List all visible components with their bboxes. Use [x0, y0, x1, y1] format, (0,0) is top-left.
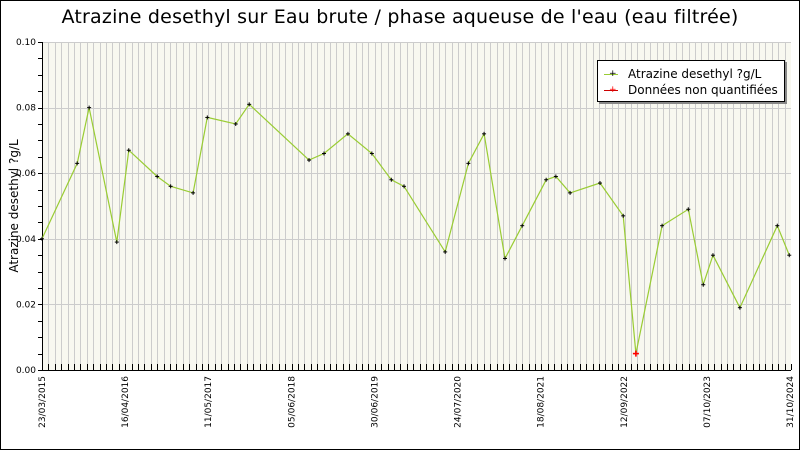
data-point	[389, 177, 394, 182]
svg-text:11/05/2017: 11/05/2017	[204, 376, 214, 428]
data-point	[233, 122, 238, 126]
legend-item-series: + Atrazine desethyl ?g/L	[604, 66, 761, 82]
chart-title: Atrazine desethyl sur Eau brute / phase …	[61, 6, 739, 28]
data-point	[369, 151, 374, 156]
legend-item-non-quantified: + Données non quantifiées	[604, 82, 778, 98]
svg-text:30/06/2019: 30/06/2019	[370, 376, 380, 428]
data-point	[247, 102, 252, 107]
data-point	[75, 161, 80, 166]
data-point	[87, 105, 92, 110]
data-point	[503, 256, 508, 261]
svg-text:12/09/2022: 12/09/2022	[620, 376, 630, 428]
data-point	[466, 161, 471, 166]
data-point	[168, 184, 173, 189]
svg-text:0.10: 0.10	[16, 38, 36, 48]
y-tick-labels: 0.00 0.02 0.04 0.06 0.08 0.10	[16, 38, 36, 376]
data-point	[114, 240, 119, 245]
svg-text:16/04/2016: 16/04/2016	[121, 376, 131, 428]
data-point	[520, 223, 525, 228]
svg-text:23/03/2015: 23/03/2015	[38, 376, 48, 428]
data-point	[568, 190, 573, 195]
data-point	[402, 184, 407, 189]
non-quantified-point	[632, 350, 639, 357]
svg-text:07/10/2023: 07/10/2023	[703, 376, 713, 428]
data-point	[443, 249, 448, 254]
data-point	[737, 305, 742, 310]
data-point-markers	[40, 102, 792, 357]
svg-text:0.04: 0.04	[16, 235, 36, 245]
svg-text:24/07/2020: 24/07/2020	[454, 376, 464, 428]
svg-text:31/10/2024: 31/10/2024	[786, 376, 796, 428]
axes	[38, 42, 792, 371]
red-plus-marker-icon: +	[604, 84, 618, 96]
data-point	[126, 148, 131, 153]
data-point	[710, 253, 715, 258]
data-point	[787, 253, 792, 258]
svg-text:0.02: 0.02	[16, 300, 36, 310]
svg-text:0.00: 0.00	[16, 366, 36, 376]
data-point	[307, 158, 312, 163]
legend-label-series: Atrazine desethyl ?g/L	[628, 67, 762, 81]
data-point	[660, 223, 665, 228]
legend-label-non-quantified: Données non quantifiées	[628, 83, 778, 97]
data-point	[775, 223, 780, 228]
data-point	[686, 207, 691, 212]
data-point	[553, 174, 558, 179]
plus-marker-icon: +	[604, 68, 618, 80]
data-point	[544, 177, 549, 182]
data-point	[155, 174, 160, 179]
data-point	[598, 181, 603, 186]
data-point	[321, 151, 326, 156]
svg-text:05/06/2018: 05/06/2018	[287, 376, 297, 428]
legend: + Atrazine desethyl ?g/L + Données non q…	[597, 60, 785, 102]
svg-text:0.08: 0.08	[16, 104, 36, 114]
data-point	[701, 282, 706, 287]
data-point	[205, 115, 210, 120]
svg-text:18/08/2021: 18/08/2021	[537, 376, 547, 428]
data-point	[40, 236, 44, 241]
x-tick-labels: 23/03/2015 16/04/2016 11/05/2017 05/06/2018…	[38, 376, 796, 428]
data-point	[621, 213, 626, 218]
data-point	[345, 131, 350, 136]
svg-text:0.06: 0.06	[16, 169, 36, 179]
data-point	[191, 190, 196, 195]
data-point	[482, 131, 487, 136]
